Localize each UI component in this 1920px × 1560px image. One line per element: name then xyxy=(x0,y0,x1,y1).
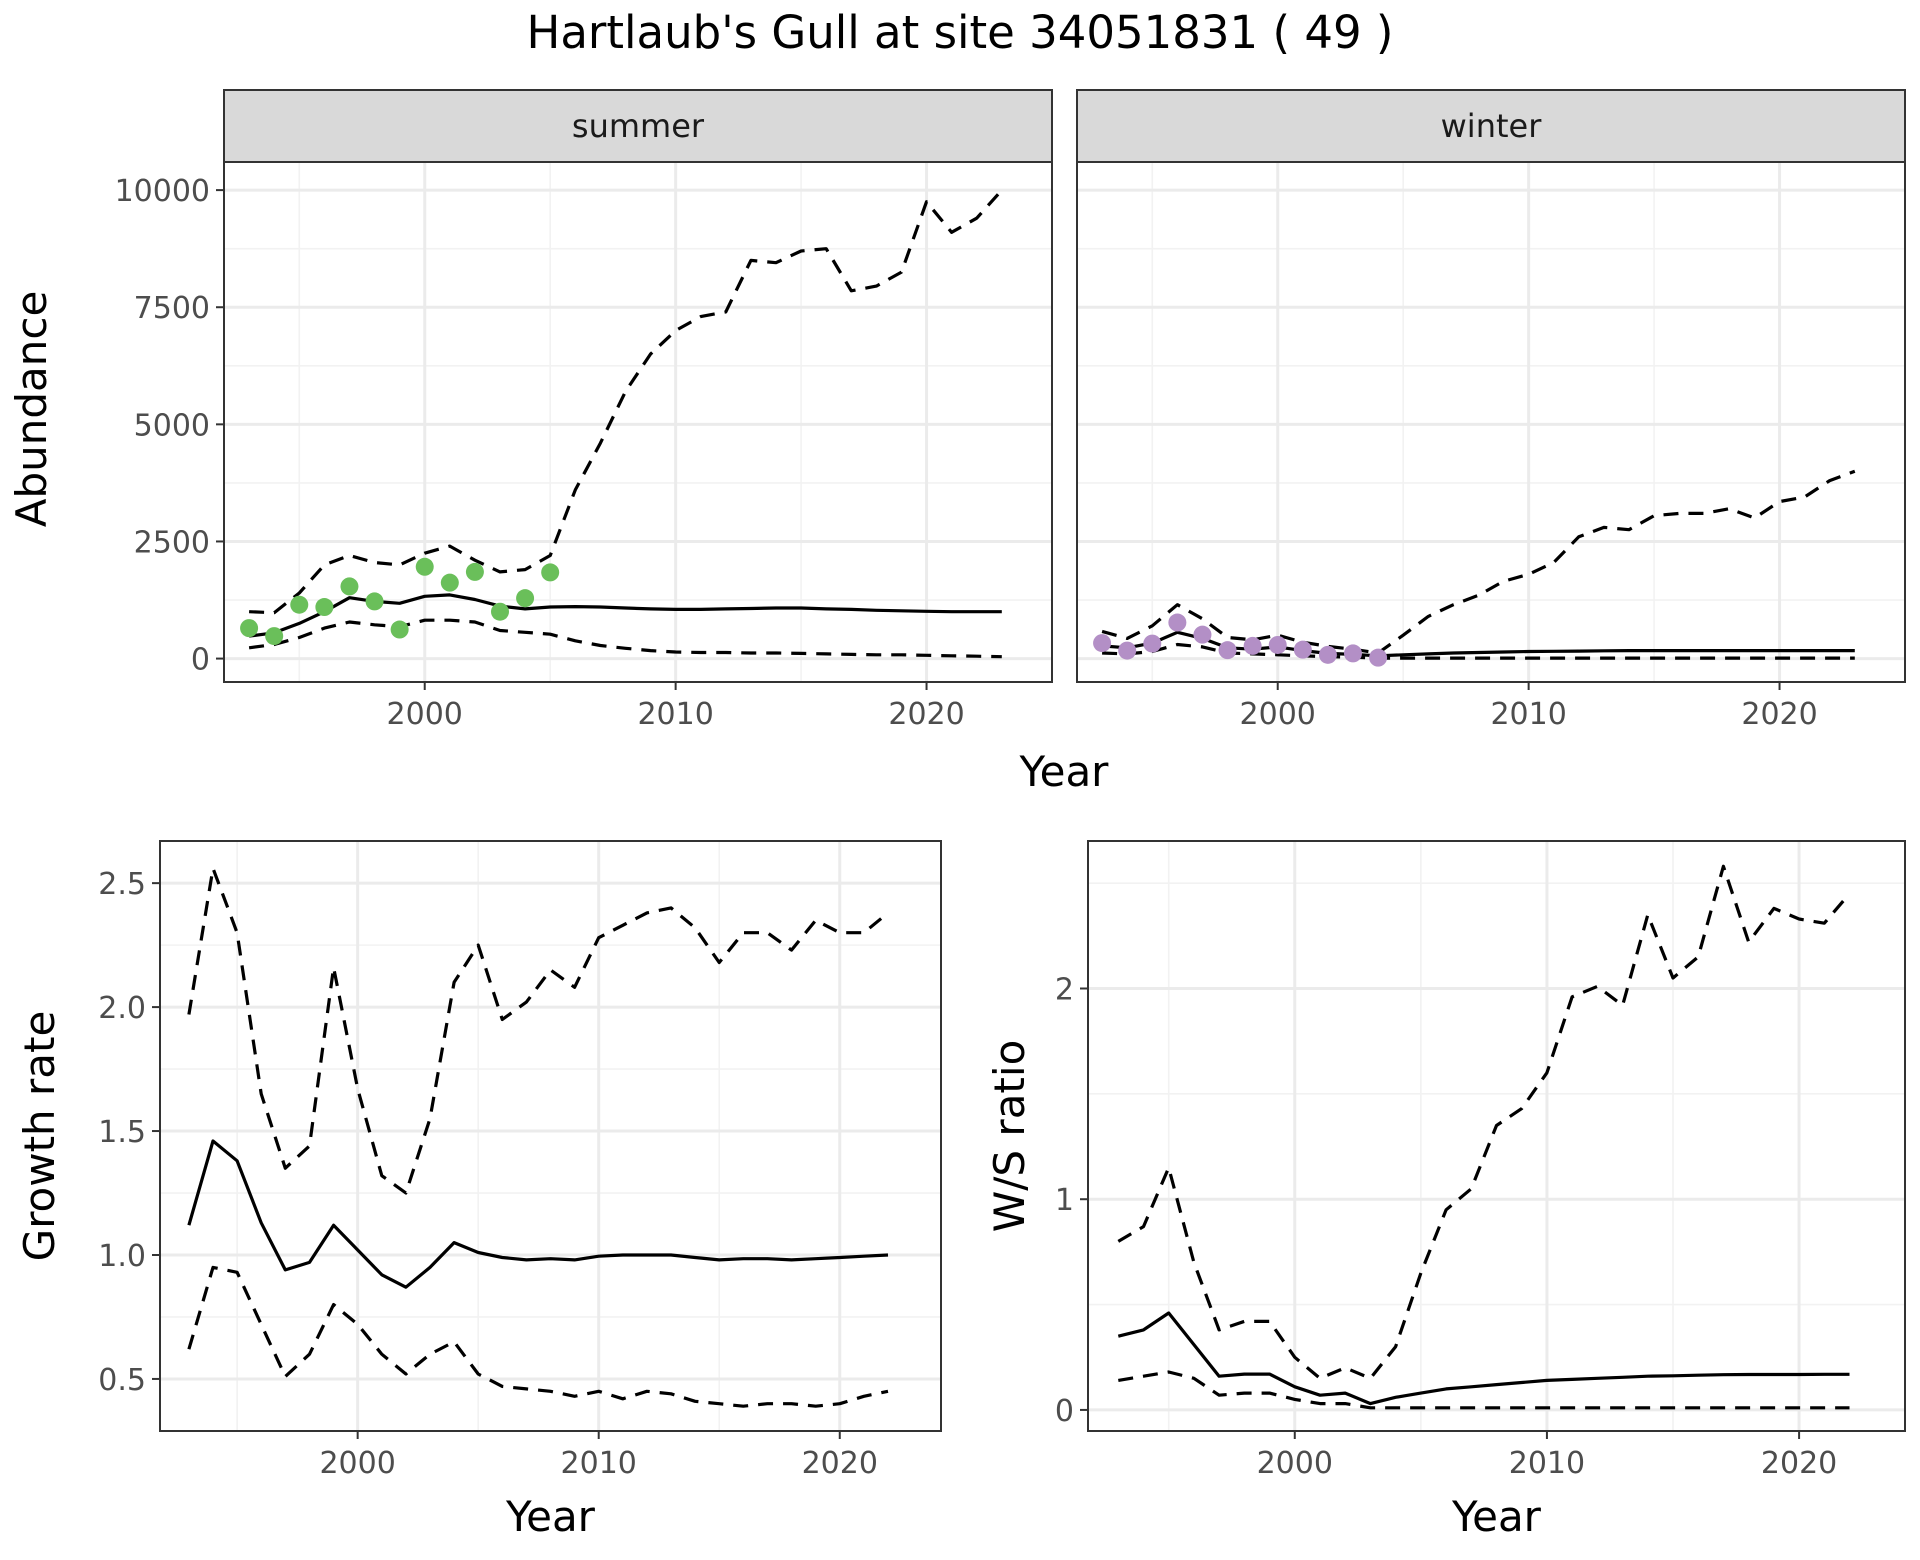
plots-layer: summer 2000 2010 2020 0 2500 5000 7500 10000 wint… xyxy=(15,89,1906,1541)
x-tick-label: 2020 xyxy=(888,697,964,732)
data-point xyxy=(240,619,259,638)
series-line-mean xyxy=(1117,1311,1850,1406)
facet-strip xyxy=(223,89,1053,163)
y-tick-label: 2500 xyxy=(134,525,210,560)
x-tick-label: 2000 xyxy=(1257,1446,1333,1481)
data-point xyxy=(1318,645,1337,664)
facet-strip-label: summer xyxy=(572,107,705,145)
data-point xyxy=(541,563,560,582)
data-point xyxy=(1093,634,1112,653)
x-tick-label: 2020 xyxy=(1741,697,1817,732)
panel-border xyxy=(1087,840,1906,1432)
y-tick-label: 0.5 xyxy=(98,1363,146,1398)
data-point xyxy=(465,562,484,581)
x-tick-label: 2000 xyxy=(387,697,463,732)
data-point xyxy=(516,589,535,608)
data-point xyxy=(1143,634,1162,653)
x-axis-title: Year xyxy=(1451,1492,1542,1541)
x-tick-label: 2010 xyxy=(637,697,713,732)
chart-panel-winter: winter 2000 2010 2020 xyxy=(1076,89,1906,732)
series-line-upper xyxy=(1117,864,1851,1380)
x-tick-label: 2000 xyxy=(1240,697,1316,732)
facet-strip xyxy=(1076,89,1906,163)
y-tick-label: 0 xyxy=(191,643,210,678)
y-tick-label: 2.0 xyxy=(98,991,146,1026)
data-point xyxy=(491,602,509,621)
data-point xyxy=(365,592,384,611)
x-tick-label: 2020 xyxy=(802,1446,878,1481)
chart-panel-growth: 2000 2010 2020 0.5 1.0 1.5 2.0 2.5 Year Growth ra… xyxy=(15,840,942,1541)
top-y-axis-title: Abundance xyxy=(7,291,56,528)
series-line-upper xyxy=(187,866,890,1195)
series-line-lower xyxy=(1118,1370,1850,1410)
data-point xyxy=(290,595,309,614)
y-tick-label: 1 xyxy=(1055,1183,1074,1218)
y-tick-label: 0 xyxy=(1055,1394,1074,1429)
x-tick-label: 2000 xyxy=(319,1446,395,1481)
y-tick-label: 1.5 xyxy=(98,1115,146,1150)
data-point xyxy=(265,627,284,646)
panel-border xyxy=(159,840,942,1432)
series-line-upper xyxy=(249,189,1003,615)
data-point xyxy=(1168,613,1187,632)
y-tick-label: 7500 xyxy=(134,291,210,326)
data-point xyxy=(1118,641,1137,660)
chart-panel-ratio: 2000 2010 2020 0 1 2 Year W/S ratio xyxy=(985,840,1906,1541)
series-line-lower xyxy=(248,618,1002,659)
y-axis-title: Growth rate xyxy=(15,1011,64,1262)
figure-title: Hartlaub's Gull at site 34051831 ( 49 ) xyxy=(527,6,1394,59)
series-line-mean xyxy=(187,1139,889,1289)
x-axis-title: Year xyxy=(505,1492,596,1541)
data-point xyxy=(1193,625,1212,644)
x-tick-label: 2020 xyxy=(1761,1446,1837,1481)
data-point xyxy=(1218,641,1237,660)
y-tick-label: 5000 xyxy=(134,408,210,443)
data-point xyxy=(340,577,359,596)
data-point xyxy=(1344,644,1362,663)
x-tick-label: 2010 xyxy=(1509,1446,1585,1481)
y-tick-label: 2 xyxy=(1055,973,1074,1008)
top-x-axis-title: Year xyxy=(1019,747,1110,796)
data-point xyxy=(1293,640,1312,659)
chart-panel-summer: summer 2000 2010 2020 0 2500 5000 7500 10000 xyxy=(115,89,1053,732)
y-tick-label: 1.0 xyxy=(98,1239,146,1274)
data-point xyxy=(1243,636,1262,655)
data-point xyxy=(390,620,409,639)
data-point xyxy=(415,557,434,576)
y-axis-title: W/S ratio xyxy=(985,1040,1034,1233)
y-tick-label: 10000 xyxy=(115,174,210,209)
y-tick-label: 2.5 xyxy=(98,867,146,902)
x-tick-label: 2010 xyxy=(1490,697,1566,732)
data-point xyxy=(315,598,334,617)
facet-strip-label: winter xyxy=(1441,107,1543,145)
data-point xyxy=(1268,635,1287,654)
x-tick-label: 2010 xyxy=(561,1446,637,1481)
data-point xyxy=(1369,648,1388,667)
series-line-lower xyxy=(187,1265,889,1408)
data-point xyxy=(440,573,459,592)
